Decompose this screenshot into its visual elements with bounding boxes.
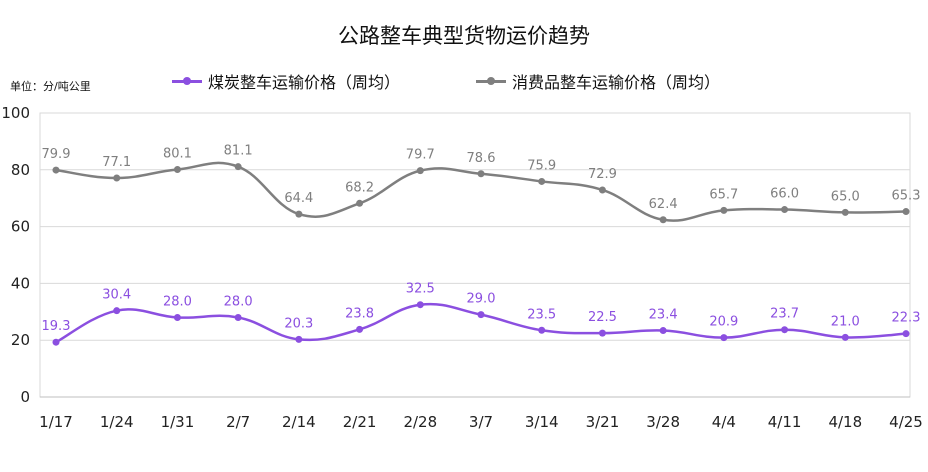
data-point xyxy=(659,216,667,224)
data-label: 20.9 xyxy=(709,315,738,330)
data-label: 79.9 xyxy=(42,147,71,162)
data-point xyxy=(234,163,242,171)
data-label: 23.7 xyxy=(770,307,799,322)
x-tick-label: 1/17 xyxy=(39,413,73,431)
data-point xyxy=(173,166,181,174)
data-point xyxy=(841,208,849,216)
chart-title: 公路整车典型货物运价趋势 xyxy=(338,24,590,48)
legend-label-coal: 煤炭整车运输价格（周均） xyxy=(208,73,401,92)
x-tick-label: 2/28 xyxy=(403,413,437,431)
data-point xyxy=(295,210,303,218)
data-label: 30.4 xyxy=(102,288,131,303)
series-line-coal xyxy=(55,302,907,344)
series-line-consumer xyxy=(55,161,907,222)
legend-item-coal: 煤炭整车运输价格（周均） xyxy=(172,69,400,93)
legend-swatch-coal xyxy=(172,75,202,87)
data-label: 65.7 xyxy=(709,187,738,202)
data-label: 19.3 xyxy=(42,319,71,334)
data-label: 32.5 xyxy=(406,282,435,297)
unit-label: 单位：分/吨公里 xyxy=(10,80,91,93)
data-label: 22.3 xyxy=(892,311,921,326)
data-label: 66.0 xyxy=(770,187,799,202)
data-point xyxy=(720,334,728,342)
data-label: 72.9 xyxy=(588,167,617,182)
data-point xyxy=(356,199,364,207)
x-tick-label: 2/21 xyxy=(343,413,377,431)
x-tick-label: 3/14 xyxy=(525,413,559,431)
data-label: 28.0 xyxy=(163,294,192,309)
x-tick-label: 3/28 xyxy=(646,413,680,431)
data-point xyxy=(720,206,728,214)
data-label: 64.4 xyxy=(284,191,313,206)
data-point xyxy=(234,313,242,321)
data-label: 22.5 xyxy=(588,310,617,325)
data-label: 81.1 xyxy=(224,144,253,159)
data-point xyxy=(113,174,121,182)
data-point xyxy=(781,206,789,214)
data-label: 75.9 xyxy=(527,158,556,173)
x-tick-label: 3/21 xyxy=(586,413,620,431)
data-label: 23.8 xyxy=(345,306,374,321)
legend-item-consumer: 消费品整车运输价格（周均） xyxy=(476,69,720,93)
data-label: 65.0 xyxy=(831,189,860,204)
x-tick-label: 1/31 xyxy=(161,413,195,431)
x-tick-label: 4/4 xyxy=(712,413,736,431)
data-point xyxy=(781,326,789,334)
legend-swatch-consumer xyxy=(476,75,506,87)
legend-label-consumer: 消费品整车运输价格（周均） xyxy=(512,73,721,92)
data-point xyxy=(416,167,424,175)
data-point xyxy=(902,208,910,216)
x-tick-label: 2/14 xyxy=(282,413,316,431)
data-point xyxy=(598,186,606,194)
data-point xyxy=(659,327,667,335)
data-point xyxy=(598,329,606,337)
legend: 煤炭整车运输价格（周均） 消费品整车运输价格（周均） xyxy=(0,69,928,95)
data-point xyxy=(538,326,546,334)
data-label: 65.3 xyxy=(892,189,921,204)
data-point xyxy=(52,338,60,346)
data-label: 62.4 xyxy=(649,197,678,212)
data-point xyxy=(52,166,60,174)
y-tick-label: 60 xyxy=(11,218,30,236)
y-tick-label: 20 xyxy=(11,331,30,349)
data-point xyxy=(113,307,121,315)
data-point xyxy=(902,330,910,338)
data-point xyxy=(356,325,364,333)
y-tick-label: 100 xyxy=(1,104,30,122)
data-label: 28.0 xyxy=(224,294,253,309)
data-label: 79.7 xyxy=(406,148,435,163)
x-tick-label: 4/25 xyxy=(889,413,923,431)
x-tick-label: 2/7 xyxy=(226,413,250,431)
data-label: 20.3 xyxy=(284,316,313,331)
data-label: 21.0 xyxy=(831,314,860,329)
data-label: 29.0 xyxy=(467,292,496,307)
data-label: 77.1 xyxy=(102,155,131,170)
data-point xyxy=(173,313,181,321)
data-point xyxy=(477,170,485,178)
data-point xyxy=(477,311,485,319)
x-tick-label: 1/24 xyxy=(100,413,134,431)
y-tick-label: 80 xyxy=(11,161,30,179)
data-label: 68.2 xyxy=(345,180,374,195)
data-point xyxy=(538,177,546,185)
x-tick-label: 4/11 xyxy=(768,413,802,431)
data-point xyxy=(841,333,849,341)
data-label: 78.6 xyxy=(467,151,496,166)
data-label: 23.4 xyxy=(649,308,678,323)
data-point xyxy=(295,335,303,343)
x-tick-label: 4/18 xyxy=(828,413,862,431)
data-point xyxy=(416,301,424,309)
y-tick-label: 40 xyxy=(11,274,30,292)
data-label: 80.1 xyxy=(163,147,192,162)
y-tick-label: 0 xyxy=(20,388,30,406)
x-tick-label: 3/7 xyxy=(469,413,493,431)
data-label: 23.5 xyxy=(527,307,556,322)
